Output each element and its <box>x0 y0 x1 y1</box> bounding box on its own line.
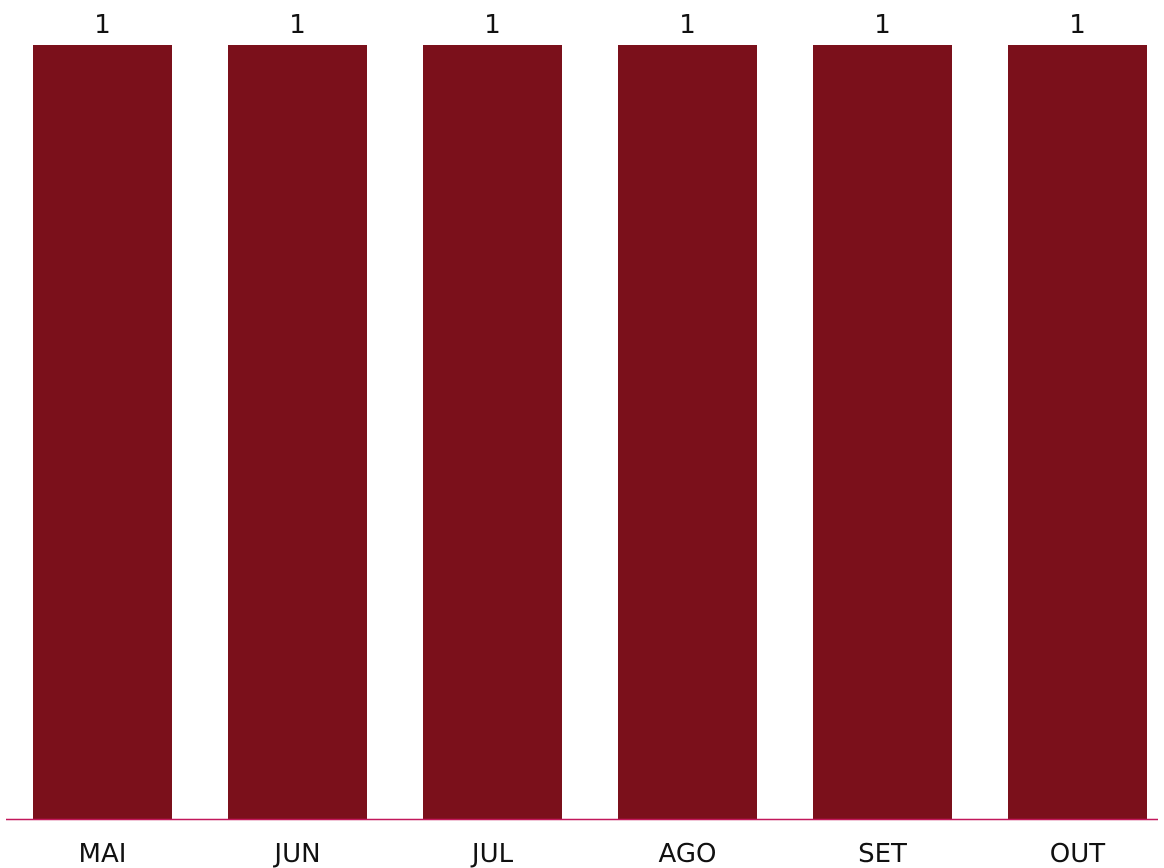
data-labels-group: 1 1 1 1 1 1 <box>94 10 1086 40</box>
data-label-set: 1 <box>874 10 891 40</box>
bars-group <box>33 45 1147 819</box>
bar-jul <box>423 45 562 819</box>
x-tick-label-jun: JUN <box>272 839 320 868</box>
data-label-ago: 1 <box>679 10 696 40</box>
data-label-mai: 1 <box>94 10 111 40</box>
data-label-out: 1 <box>1069 10 1086 40</box>
bar-out <box>1008 45 1147 819</box>
x-tick-label-ago: AGO <box>659 839 717 868</box>
x-tick-label-mai: MAI <box>79 839 127 868</box>
data-label-jul: 1 <box>484 10 501 40</box>
bar-ago <box>618 45 757 819</box>
bar-set <box>813 45 952 819</box>
x-tick-label-out: OUT <box>1050 839 1105 868</box>
bar-jun <box>228 45 367 819</box>
x-tick-labels-group: MAI JUN JUL AGO SET OUT <box>79 839 1106 868</box>
bar-mai <box>33 45 172 819</box>
data-label-jun: 1 <box>289 10 306 40</box>
x-tick-label-jul: JUL <box>470 839 514 868</box>
x-tick-label-set: SET <box>858 839 907 868</box>
